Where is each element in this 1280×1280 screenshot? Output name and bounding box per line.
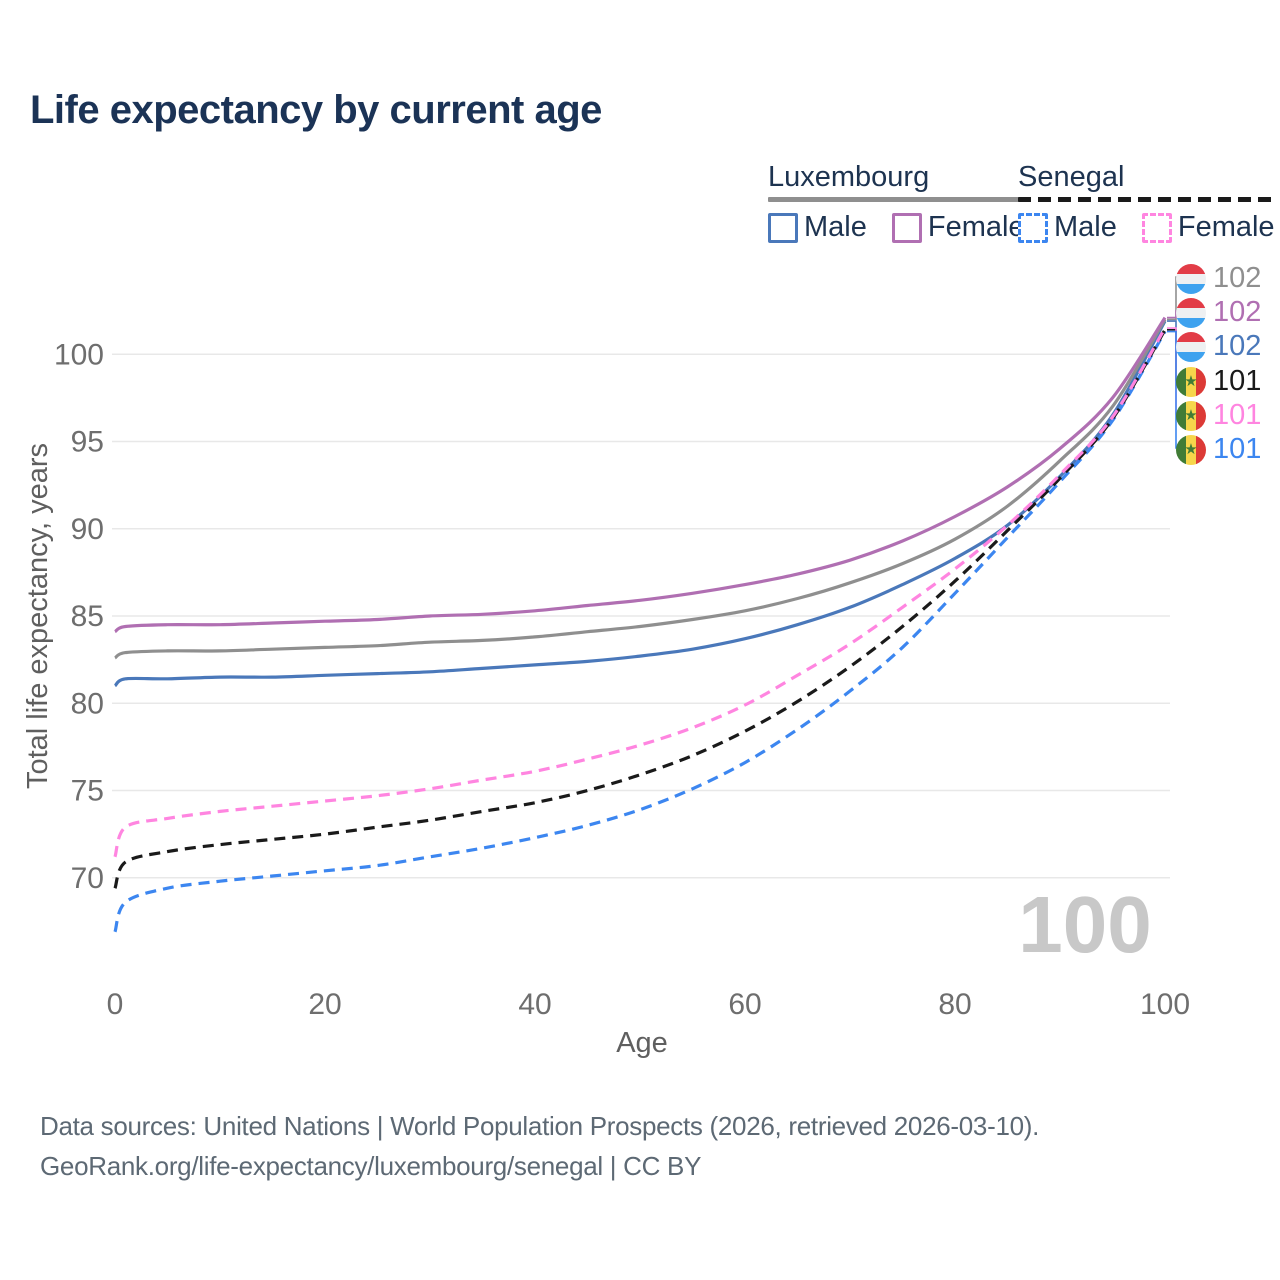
flag-band bbox=[1176, 366, 1186, 397]
y-axis-title: Total life expectancy, years bbox=[22, 443, 54, 789]
series-line-sen_total bbox=[113, 328, 1167, 889]
series-end-label-row: 102 bbox=[1176, 296, 1261, 329]
flag-band bbox=[1196, 434, 1206, 465]
series-line-lux_total bbox=[114, 318, 1167, 660]
series-lines-layer bbox=[113, 316, 1167, 933]
legend-item-senegal-male[interactable]: Male bbox=[1054, 211, 1117, 243]
legend-group-senegal: Senegal Male Female bbox=[1018, 161, 1275, 244]
end-value-label: 102 bbox=[1213, 330, 1262, 362]
x-tick-label: 40 bbox=[518, 988, 551, 1021]
source-note-line2: GeoRank.org/life-expectancy/luxembourg/s… bbox=[40, 1151, 702, 1181]
flag-band bbox=[1186, 434, 1196, 465]
end-value-label: 101 bbox=[1213, 433, 1262, 465]
legend-swatch-senegal-female[interactable] bbox=[1141, 212, 1172, 243]
axis-labels-layer: 70 75 80 85 90 95 100 0 20 40 60 80 100 Age Total life… bbox=[22, 338, 1190, 1059]
flag-band bbox=[1176, 283, 1206, 294]
series-line-sen_female bbox=[113, 327, 1167, 858]
legend-group-luxembourg: Luxembourg Male Female bbox=[768, 161, 1025, 244]
flag-band bbox=[1176, 434, 1186, 465]
flag-band bbox=[1176, 273, 1206, 284]
flag-band bbox=[1176, 400, 1186, 431]
series-end-label-row: ★ 101 bbox=[1176, 433, 1261, 466]
senegal-flag-icon: ★ bbox=[1176, 400, 1206, 431]
flag-band bbox=[1196, 400, 1206, 431]
legend-swatch-luxembourg-female[interactable] bbox=[891, 212, 922, 243]
page-title: Life expectancy by current age bbox=[30, 88, 602, 132]
flag-star: ★ bbox=[1184, 373, 1198, 390]
series-end-label-row: 102 bbox=[1176, 262, 1261, 295]
series-line-lux_female bbox=[114, 316, 1167, 634]
x-tick-label: 60 bbox=[728, 988, 761, 1021]
gridlines-layer bbox=[112, 353, 1170, 879]
flag-band bbox=[1186, 400, 1196, 431]
end-value-label: 101 bbox=[1213, 365, 1262, 397]
legend-swatch-senegal-male[interactable] bbox=[1018, 212, 1048, 243]
end-value-label: 101 bbox=[1213, 399, 1262, 431]
senegal-flag-icon: ★ bbox=[1176, 366, 1206, 397]
x-tick-label: 100 bbox=[1140, 988, 1190, 1021]
legend-item-senegal-female[interactable]: Female bbox=[1177, 211, 1275, 243]
source-note-line1: Data sources: United Nations | World Pop… bbox=[40, 1111, 1040, 1141]
y-tick-label: 90 bbox=[71, 513, 104, 546]
flag-star: ★ bbox=[1184, 407, 1198, 424]
flag-star: ★ bbox=[1184, 441, 1198, 458]
legend-country-label-senegal[interactable]: Senegal bbox=[1018, 161, 1125, 193]
x-tick-label: 80 bbox=[938, 988, 971, 1021]
source-note: Data sources: United Nations | World Pop… bbox=[40, 1106, 1039, 1186]
series-end-label-row: 102 bbox=[1176, 330, 1261, 363]
luxembourg-flag-icon bbox=[1176, 331, 1206, 362]
watermark-layer: 100 bbox=[1018, 880, 1151, 969]
y-tick-label: 100 bbox=[54, 338, 104, 371]
flag-band bbox=[1176, 331, 1206, 342]
x-tick-label: 0 bbox=[107, 988, 124, 1021]
age-frame-watermark: 100 bbox=[1018, 880, 1151, 969]
legend-item-luxembourg-male[interactable]: Male bbox=[804, 211, 867, 243]
luxembourg-flag-icon bbox=[1176, 263, 1206, 294]
y-tick-label: 75 bbox=[71, 775, 104, 808]
flag-band bbox=[1176, 263, 1206, 274]
legend-swatch-luxembourg-male[interactable] bbox=[768, 212, 798, 243]
flag-band bbox=[1196, 366, 1206, 397]
y-tick-label: 85 bbox=[71, 600, 104, 633]
legend-line-swatch-senegal bbox=[1018, 197, 1275, 202]
series-end-label-row: ★ 101 bbox=[1176, 365, 1261, 398]
flag-band bbox=[1176, 351, 1206, 362]
senegal-flag-icon: ★ bbox=[1176, 434, 1206, 465]
legend-item-luxembourg-female[interactable]: Female bbox=[927, 211, 1025, 243]
x-tick-label: 20 bbox=[308, 988, 341, 1021]
series-line-sen_male bbox=[113, 330, 1167, 933]
luxembourg-flag-icon bbox=[1176, 297, 1206, 328]
legend-country-label-luxembourg[interactable]: Luxembourg bbox=[768, 161, 930, 193]
flag-band bbox=[1176, 317, 1206, 328]
flag-band bbox=[1176, 297, 1206, 308]
y-tick-label: 80 bbox=[71, 687, 104, 720]
flag-band bbox=[1176, 307, 1206, 318]
y-tick-label: 70 bbox=[71, 862, 104, 895]
end-value-label: 102 bbox=[1213, 262, 1262, 294]
legend-line-swatch-luxembourg bbox=[768, 197, 1025, 202]
end-value-label: 102 bbox=[1213, 296, 1262, 328]
flag-band bbox=[1186, 366, 1196, 397]
series-line-lux_male bbox=[113, 320, 1167, 688]
flag-band bbox=[1176, 341, 1206, 352]
y-tick-label: 95 bbox=[71, 426, 104, 459]
series-end-label-row: ★ 101 bbox=[1176, 399, 1261, 432]
x-axis-title: Age bbox=[616, 1027, 668, 1059]
